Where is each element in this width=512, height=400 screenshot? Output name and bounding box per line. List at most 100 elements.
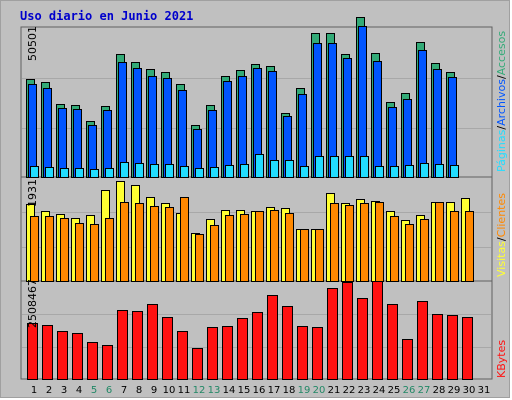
archivos-bar — [43, 88, 52, 178]
kbytes-bar — [447, 315, 458, 380]
paginas-bar — [30, 166, 39, 178]
kbytes-bar — [297, 326, 308, 380]
day-label: 22 — [343, 385, 356, 396]
paginas-bar — [195, 168, 204, 178]
clientes-bar — [330, 203, 339, 282]
kbytes-bar — [192, 348, 203, 380]
kbytes-bar — [177, 331, 188, 380]
paginas-bar — [405, 165, 414, 178]
paginas-bar — [180, 166, 189, 178]
clientes-bar — [405, 224, 414, 282]
kbytes-bar — [282, 306, 293, 380]
day-label: 10 — [163, 385, 176, 396]
kbytes-bar — [162, 317, 173, 380]
paginas-bar — [165, 164, 174, 178]
paginas-bar — [375, 166, 384, 178]
archivos-bar — [118, 62, 127, 178]
clientes-bar — [255, 211, 264, 282]
visits-ymax-label: 1931 — [26, 179, 39, 207]
paginas-bar — [315, 156, 324, 178]
kbytes-bar — [207, 327, 218, 380]
clientes-bar — [150, 206, 159, 282]
visits-legend: Visitas/Clientes — [495, 193, 508, 277]
clientes-bar — [195, 234, 204, 282]
kbytes-bar — [327, 288, 338, 380]
clientes-bar — [45, 216, 54, 282]
clientes-bar — [360, 203, 369, 282]
clientes-bar — [375, 202, 384, 282]
legend-kbytes: KBytes — [495, 340, 508, 378]
day-label: 12 — [193, 385, 206, 396]
day-label: 8 — [136, 385, 142, 396]
kbytes-bar — [462, 317, 473, 380]
clientes-bar — [180, 197, 189, 282]
day-label: 25 — [388, 385, 401, 396]
clientes-bar — [225, 215, 234, 282]
kbytes-ymax-label: 2508467 — [26, 279, 39, 328]
kbytes-bar — [57, 331, 68, 380]
clientes-bar — [165, 207, 174, 282]
day-label: 27 — [418, 385, 431, 396]
chart-title: Uso diario en Junio 2021 — [20, 9, 193, 23]
day-label: 4 — [76, 385, 82, 396]
kbytes-bar — [387, 304, 398, 380]
legend-separator: / — [495, 237, 508, 241]
paginas-bar — [240, 164, 249, 178]
paginas-bar — [75, 168, 84, 178]
archivos-bar — [298, 94, 307, 178]
legend-paginas: Páginas — [495, 129, 508, 172]
clientes-bar — [345, 205, 354, 282]
kbytes-bar — [402, 339, 413, 380]
paginas-bar — [450, 165, 459, 178]
paginas-bar — [60, 168, 69, 178]
paginas-bar — [435, 164, 444, 178]
archivos-bar — [358, 26, 367, 178]
clientes-bar — [435, 202, 444, 282]
kbytes-bar — [147, 304, 158, 380]
paginas-bar — [285, 160, 294, 178]
paginas-bar — [300, 166, 309, 178]
archivos-bar — [223, 81, 232, 178]
kbytes-bar — [372, 281, 383, 380]
clientes-bar — [30, 216, 39, 282]
paginas-bar — [45, 167, 54, 178]
archivos-bar — [163, 78, 172, 178]
kbytes-bar — [237, 318, 248, 380]
day-label: 23 — [358, 385, 371, 396]
clientes-bar — [105, 218, 114, 282]
clientes-bar — [450, 211, 459, 282]
paginas-bar — [120, 162, 129, 178]
paginas-bar — [360, 156, 369, 178]
archivos-bar — [373, 61, 382, 178]
kbytes-bar — [417, 301, 428, 380]
archivos-bar — [103, 110, 112, 178]
archivos-bar — [418, 50, 427, 178]
archivos-bar — [148, 76, 157, 178]
day-label: 20 — [313, 385, 326, 396]
day-label: 19 — [298, 385, 311, 396]
clientes-bar — [60, 218, 69, 282]
paginas-bar — [90, 169, 99, 178]
paginas-bar — [270, 160, 279, 178]
day-label: 14 — [223, 385, 236, 396]
archivos-bar — [433, 69, 442, 178]
archivos-bar — [58, 108, 67, 178]
day-label: 13 — [208, 385, 221, 396]
legend-accesos: Accesos — [495, 31, 508, 76]
day-label: 26 — [403, 385, 416, 396]
paginas-bar — [210, 167, 219, 178]
day-label: 6 — [106, 385, 112, 396]
clientes-bar — [270, 210, 279, 282]
paginas-bar — [105, 168, 114, 178]
archivos-bar — [133, 68, 142, 178]
day-label: 21 — [328, 385, 341, 396]
day-label: 1 — [31, 385, 37, 396]
kbytes-bar — [342, 282, 353, 380]
archivos-bar — [73, 109, 82, 178]
archivos-bar — [178, 90, 187, 178]
paginas-bar — [420, 163, 429, 178]
clientes-bar — [90, 224, 99, 282]
clientes-bar — [390, 216, 399, 282]
